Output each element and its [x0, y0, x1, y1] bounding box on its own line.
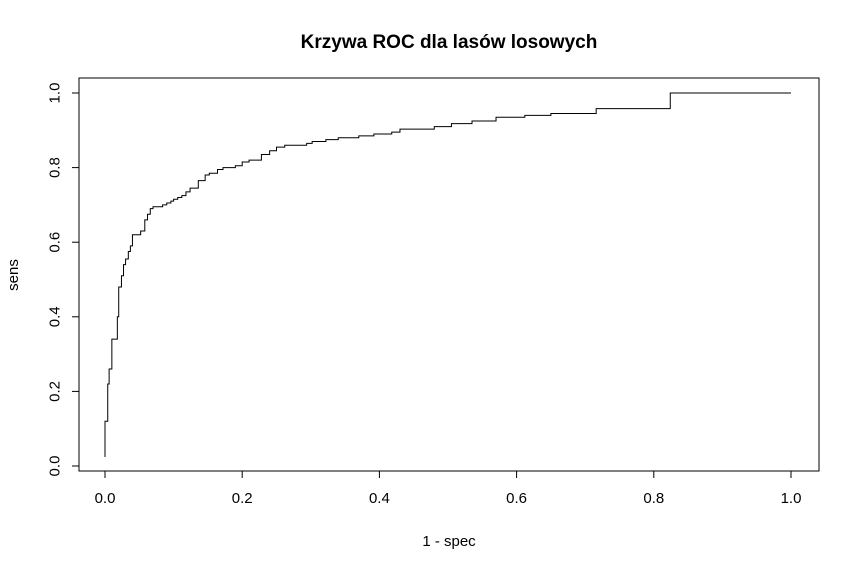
y-tick-label: 0.0 — [47, 456, 64, 477]
x-tick-label: 0.2 — [232, 490, 253, 507]
y-tick-label: 1.0 — [47, 83, 64, 104]
x-tick-label: 0.8 — [643, 490, 664, 507]
y-axis-label: sens — [5, 259, 22, 291]
chart-title: Krzywa ROC dla lasów losowych — [301, 32, 598, 53]
x-axis: 0.0 0.2 0.4 0.6 0.8 1.0 — [95, 470, 802, 507]
y-tick-label: 0.6 — [47, 232, 64, 253]
x-tick-label: 0.6 — [506, 490, 527, 507]
x-tick-label: 0.0 — [95, 490, 116, 507]
x-axis-label: 1 - spec — [422, 533, 476, 550]
y-tick-label: 0.2 — [47, 381, 64, 402]
y-tick-label: 0.8 — [47, 157, 64, 178]
y-axis: 0.0 0.2 0.4 0.6 0.8 1.0 — [47, 83, 80, 477]
x-tick-label: 1.0 — [781, 490, 802, 507]
plot-frame — [78, 77, 820, 472]
roc-curve-line — [104, 92, 791, 458]
series-layer — [104, 92, 791, 458]
y-tick-label: 0.4 — [47, 306, 64, 327]
x-tick-label: 0.4 — [369, 490, 390, 507]
